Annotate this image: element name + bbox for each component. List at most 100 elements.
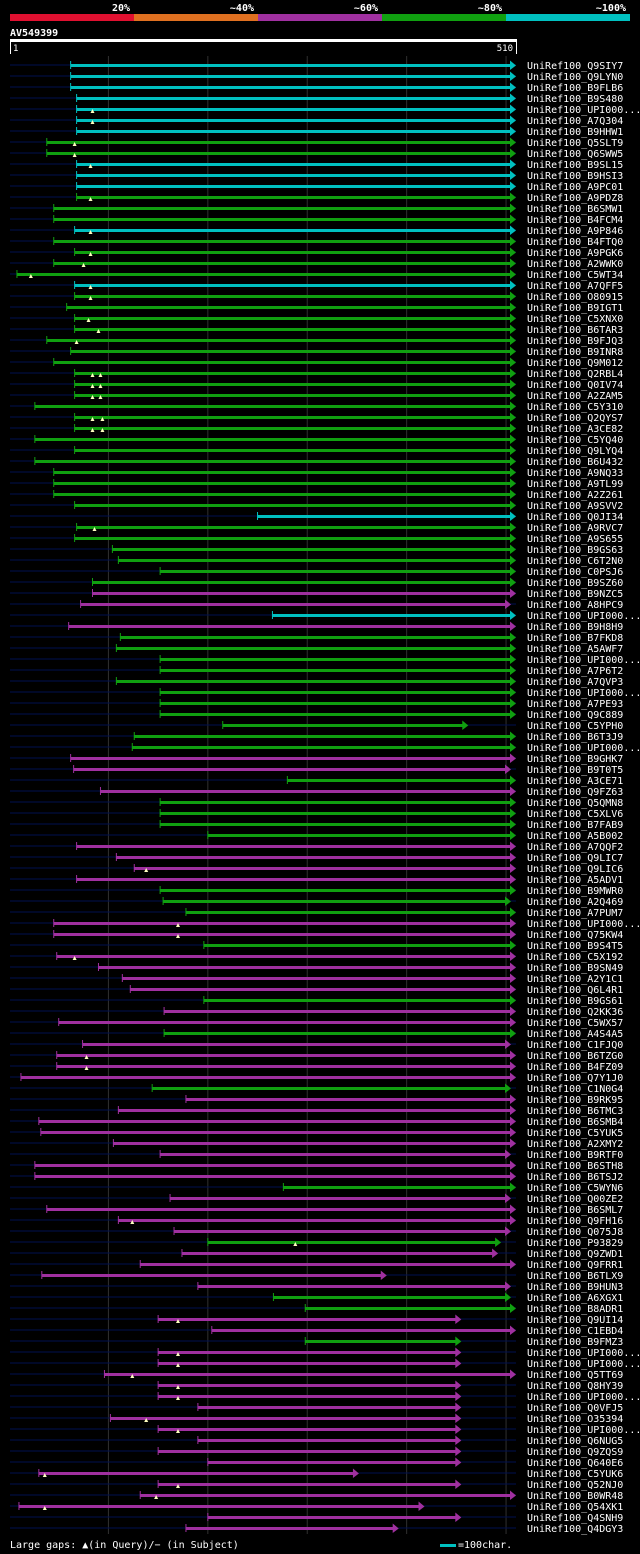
hit-label[interactable]: UniRef100_B9RK95 — [527, 1095, 623, 1106]
hit-row[interactable]: UniRef100_O35394 — [10, 1413, 623, 1426]
hit-row[interactable]: UniRef100_UPI000... — [10, 1347, 640, 1360]
hit-row[interactable]: UniRef100_Q9SIY7 — [10, 60, 623, 73]
hit-label[interactable]: UniRef100_B9T0T5 — [527, 765, 623, 776]
hit-bar[interactable] — [207, 1461, 457, 1464]
hit-label[interactable]: UniRef100_B9GHK7 — [527, 754, 623, 765]
hit-bar[interactable] — [56, 955, 511, 958]
hit-label[interactable]: UniRef100_Q9ZQS9 — [527, 1447, 623, 1458]
hit-bar[interactable] — [112, 548, 511, 551]
hit-bar[interactable] — [197, 1406, 457, 1409]
hit-label[interactable]: UniRef100_B9FJQ3 — [527, 336, 623, 347]
hit-bar[interactable] — [158, 1428, 457, 1431]
hit-label[interactable]: UniRef100_C5WX57 — [527, 1018, 623, 1029]
hit-bar[interactable] — [76, 878, 512, 881]
hit-bar[interactable] — [287, 779, 511, 782]
hit-row[interactable]: UniRef100_A2Q469 — [10, 896, 623, 909]
hit-label[interactable]: UniRef100_A9SVV2 — [527, 501, 623, 512]
hit-label[interactable]: UniRef100_C1FJQ0 — [527, 1040, 623, 1051]
hit-label[interactable]: UniRef100_Q640E6 — [527, 1458, 623, 1469]
hit-bar[interactable] — [74, 383, 512, 386]
hit-row[interactable]: UniRef100_B9FMZ3 — [10, 1336, 623, 1349]
hit-bar[interactable] — [76, 108, 512, 111]
hit-bar[interactable] — [74, 251, 512, 254]
hit-label[interactable]: UniRef100_A9PC01 — [527, 182, 623, 193]
hit-label[interactable]: UniRef100_Q6SWW5 — [527, 149, 623, 160]
hit-bar[interactable] — [76, 185, 512, 188]
hit-row[interactable]: UniRef100_B9HHW1 — [10, 126, 623, 139]
hit-label[interactable]: UniRef100_A5B002 — [527, 831, 623, 842]
hit-bar[interactable] — [74, 504, 512, 507]
hit-label[interactable]: UniRef100_B7FAB9 — [527, 820, 623, 831]
hit-row[interactable]: UniRef100_B6TAR3 — [10, 324, 623, 337]
hit-label[interactable]: UniRef100_O80915 — [527, 292, 623, 303]
hit-row[interactable]: UniRef100_A4S4A5 — [10, 1028, 623, 1041]
hit-bar[interactable] — [73, 768, 507, 771]
hit-row[interactable]: UniRef100_A2Y1C1 — [10, 973, 623, 986]
hit-row[interactable]: UniRef100_C0PSJ6 — [10, 566, 623, 579]
hit-label[interactable]: UniRef100_B9INR8 — [527, 347, 623, 358]
hit-bar[interactable] — [305, 1307, 511, 1310]
hit-label[interactable]: UniRef100_A5AWF7 — [527, 644, 623, 655]
hit-row[interactable]: UniRef100_B9SZ60 — [10, 577, 623, 590]
hit-bar[interactable] — [53, 482, 512, 485]
hit-label[interactable]: UniRef100_B9FLB6 — [527, 83, 623, 94]
hit-row[interactable]: UniRef100_UPI000... — [10, 654, 640, 667]
hit-row[interactable]: UniRef100_B9FJQ3 — [10, 335, 623, 348]
hit-bar[interactable] — [181, 1252, 494, 1255]
hit-label[interactable]: UniRef100_B9NZC5 — [527, 589, 623, 600]
hit-bar[interactable] — [46, 141, 512, 144]
hit-label[interactable]: UniRef100_Q54XK1 — [527, 1502, 623, 1513]
hit-bar[interactable] — [74, 328, 512, 331]
hit-label[interactable]: UniRef100_C1EBD4 — [527, 1326, 623, 1337]
hit-bar[interactable] — [46, 339, 512, 342]
hit-label[interactable]: UniRef100_C6T2N0 — [527, 556, 623, 567]
hit-row[interactable]: UniRef100_A2Z261 — [10, 489, 623, 502]
hit-row[interactable]: UniRef100_A9S655 — [10, 533, 623, 546]
hit-row[interactable]: UniRef100_B4FZ09 — [10, 1061, 623, 1074]
hit-bar[interactable] — [53, 471, 512, 474]
hit-label[interactable]: UniRef100_Q9LYN0 — [527, 72, 623, 83]
hit-row[interactable]: UniRef100_B4FTQ0 — [10, 236, 623, 249]
hit-row[interactable]: UniRef100_C5X192 — [10, 951, 623, 964]
hit-bar[interactable] — [197, 1439, 457, 1442]
hit-bar[interactable] — [163, 900, 507, 903]
hit-label[interactable]: UniRef100_Q0JI34 — [527, 512, 623, 523]
hit-row[interactable]: UniRef100_UPI000... — [10, 687, 640, 700]
hit-label[interactable]: UniRef100_Q52NJ0 — [527, 1480, 623, 1491]
hit-label[interactable]: UniRef100_B9SL15 — [527, 160, 623, 171]
hit-row[interactable]: UniRef100_Q5TT69 — [10, 1369, 623, 1382]
hit-row[interactable]: UniRef100_B6TMC3 — [10, 1105, 623, 1118]
hit-bar[interactable] — [116, 680, 511, 683]
hit-label[interactable]: UniRef100_A9PGK6 — [527, 248, 623, 259]
hit-label[interactable]: UniRef100_C5WT34 — [527, 270, 623, 281]
hit-label[interactable]: UniRef100_C5XLV6 — [527, 809, 623, 820]
hit-label[interactable]: UniRef100_A2Q469 — [527, 897, 623, 908]
hit-bar[interactable] — [140, 1263, 511, 1266]
hit-label[interactable]: UniRef100_C5YUK5 — [527, 1128, 623, 1139]
hit-bar[interactable] — [40, 1131, 511, 1134]
hit-bar[interactable] — [130, 988, 511, 991]
hit-row[interactable]: UniRef100_C1FJQ0 — [10, 1039, 623, 1052]
hit-row[interactable]: UniRef100_B9H8H9 — [10, 621, 623, 634]
hit-bar[interactable] — [76, 845, 512, 848]
hit-label[interactable]: UniRef100_Q9FH16 — [527, 1216, 623, 1227]
hit-row[interactable]: UniRef100_Q00ZE2 — [10, 1193, 623, 1206]
hit-row[interactable]: UniRef100_Q5QMN8 — [10, 797, 623, 810]
hit-bar[interactable] — [170, 1197, 507, 1200]
hit-bar[interactable] — [70, 64, 511, 67]
hit-label[interactable]: UniRef100_UPI000... — [527, 1392, 640, 1403]
hit-bar[interactable] — [53, 933, 512, 936]
hit-row[interactable]: UniRef100_B9RK95 — [10, 1094, 623, 1107]
hit-row[interactable]: UniRef100_B6TLX9 — [10, 1270, 623, 1283]
hit-row[interactable]: UniRef100_A7QFF5 — [10, 280, 623, 293]
hit-bar[interactable] — [203, 944, 511, 947]
hit-label[interactable]: UniRef100_UPI000... — [527, 688, 640, 699]
hit-bar[interactable] — [18, 1505, 420, 1508]
hit-row[interactable]: UniRef100_Q9M012 — [10, 357, 623, 370]
hit-bar[interactable] — [74, 537, 512, 540]
hit-label[interactable]: UniRef100_C5YQ40 — [527, 435, 623, 446]
hit-bar[interactable] — [74, 372, 512, 375]
hit-row[interactable]: UniRef100_Q54XK1 — [10, 1501, 623, 1514]
hit-row[interactable]: UniRef100_A7PE93 — [10, 698, 623, 711]
hit-label[interactable]: UniRef100_B9IGT1 — [527, 303, 623, 314]
